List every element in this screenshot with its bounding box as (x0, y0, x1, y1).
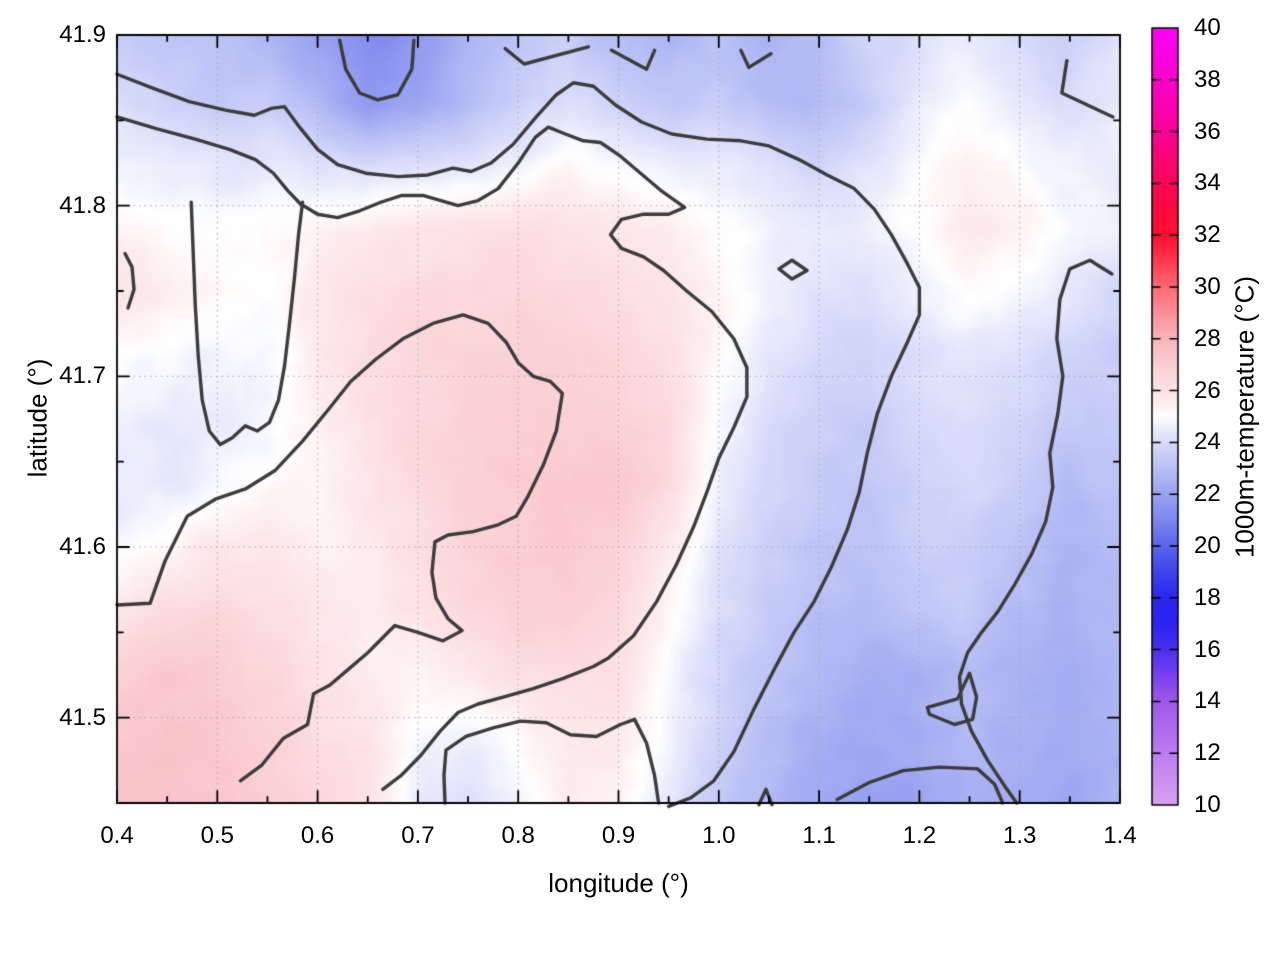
colorbar-tick-label: 16 (1194, 635, 1221, 663)
colorbar-tick-label: 14 (1194, 687, 1221, 715)
y-tick-label: 41.6 (59, 533, 106, 560)
colorbar-title: 1000m-temperature (°C) (1229, 275, 1260, 558)
colorbar-tick-label: 38 (1194, 65, 1221, 93)
x-tick-label: 0.6 (300, 822, 335, 849)
y-tick-label: 41.9 (59, 21, 106, 48)
y-tick-label: 41.5 (59, 703, 106, 731)
colorbar-tick-label: 34 (1194, 169, 1221, 197)
colorbar-tick-label: 26 (1194, 376, 1221, 404)
x-tick-label: 0.4 (100, 822, 134, 849)
x-tick-label: 1.1 (802, 822, 836, 849)
colorbar-tick-label: 24 (1194, 428, 1221, 456)
colorbar-tick-label: 28 (1194, 324, 1221, 352)
x-axis-title: longitude (°) (548, 868, 689, 898)
x-tick-label: 1.0 (702, 822, 736, 849)
colorbar-tick-label: 18 (1194, 583, 1221, 611)
colorbar-tick-label: 32 (1194, 221, 1221, 249)
x-tick-label: 0.8 (501, 822, 535, 849)
colorbar-tick-label: 22 (1194, 480, 1221, 508)
x-tick-label: 1.4 (1103, 822, 1137, 849)
colorbar-tick-label: 40 (1194, 14, 1221, 41)
colorbar-tick-label: 30 (1194, 273, 1221, 300)
y-axis-title: latitude (°) (22, 358, 53, 478)
x-tick-label: 0.5 (200, 822, 234, 849)
x-tick-label: 0.7 (401, 822, 435, 849)
y-tick-label: 41.8 (59, 191, 106, 219)
x-tick-label: 0.9 (601, 822, 636, 849)
colorbar-tick-label: 20 (1194, 532, 1221, 559)
colorbar-tick-label: 10 (1194, 791, 1221, 818)
x-tick-label: 1.2 (902, 822, 937, 849)
y-tick-label: 41.7 (59, 362, 106, 390)
x-tick-label: 1.3 (1003, 822, 1037, 849)
colorbar-tick-label: 36 (1194, 117, 1221, 145)
colorbar-tick-label: 12 (1194, 739, 1221, 767)
